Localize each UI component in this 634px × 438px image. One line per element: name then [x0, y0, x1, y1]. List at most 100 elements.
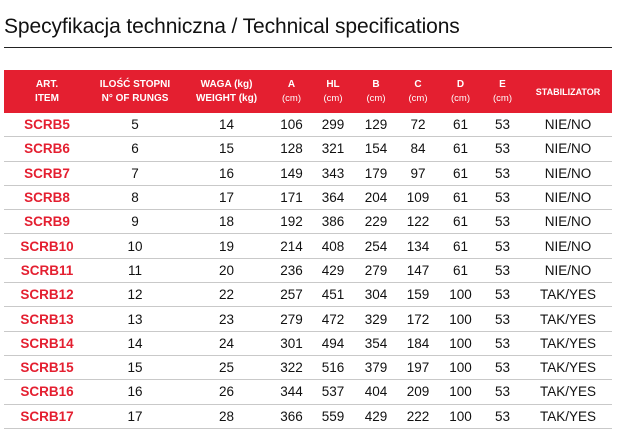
cell-a: 279 — [273, 306, 310, 332]
cell-weight: 18 — [180, 209, 273, 235]
cell-c: 122 — [396, 209, 440, 235]
header-weight-pl: WAGA (kg) — [200, 78, 253, 90]
cell-e: 53 — [481, 113, 524, 138]
cell-weight: 15 — [180, 136, 273, 162]
cell-hl: 559 — [310, 404, 356, 429]
cell-item: SCRB10 — [4, 233, 90, 259]
header-rungs-pl: ILOŚĆ STOPNI — [99, 78, 171, 90]
cell-stab: TAK/YES — [524, 355, 612, 381]
header-c: C (cm) — [396, 70, 440, 113]
cell-b: 154 — [356, 136, 396, 162]
cell-rungs: 15 — [90, 355, 180, 381]
page-title: Specyfikacja techniczna / Technical spec… — [4, 15, 460, 38]
table-row: SCRB6 6 15 128 321 154 84 61 53 NIE/NO — [4, 136, 612, 162]
cell-c: 84 — [396, 136, 440, 162]
cell-rungs: 16 — [90, 379, 180, 405]
header-rungs-en: N° OF RUNGS — [101, 92, 169, 104]
cell-hl: 408 — [310, 233, 356, 259]
cell-b: 129 — [356, 113, 396, 138]
cell-hl: 494 — [310, 331, 356, 356]
cell-e: 53 — [481, 306, 524, 332]
cell-weight: 20 — [180, 258, 273, 284]
header-stabilizer: STABILIZATOR — [524, 70, 612, 113]
cell-stab: NIE/NO — [524, 209, 612, 235]
cell-item: SCRB11 — [4, 258, 90, 284]
cell-a: 257 — [273, 282, 310, 308]
cell-item: SCRB15 — [4, 355, 90, 381]
table-row: SCRB5 5 14 106 299 129 72 61 53 NIE/NO — [4, 113, 612, 138]
cell-stab: TAK/YES — [524, 404, 612, 429]
cell-a: 171 — [273, 185, 310, 211]
header-stabilizer-label: STABILIZATOR — [535, 86, 601, 97]
cell-b: 379 — [356, 355, 396, 381]
header-rungs: ILOŚĆ STOPNI N° OF RUNGS — [90, 70, 180, 113]
table-row: SCRB8 8 17 171 364 204 109 61 53 NIE/NO — [4, 185, 612, 211]
cell-item: SCRB12 — [4, 282, 90, 308]
cell-weight: 28 — [180, 404, 273, 429]
cell-rungs: 8 — [90, 185, 180, 211]
cell-hl: 516 — [310, 355, 356, 381]
table-row: SCRB11 11 20 236 429 279 147 61 53 NIE/NO — [4, 258, 612, 284]
cell-a: 301 — [273, 331, 310, 356]
cell-stab: NIE/NO — [524, 136, 612, 162]
cell-c: 172 — [396, 306, 440, 332]
cell-rungs: 11 — [90, 258, 180, 284]
cell-weight: 17 — [180, 185, 273, 211]
cell-e: 53 — [481, 161, 524, 186]
cell-c: 209 — [396, 379, 440, 405]
cell-hl: 386 — [310, 209, 356, 235]
cell-stab: NIE/NO — [524, 113, 612, 138]
cell-b: 429 — [356, 404, 396, 429]
cell-c: 197 — [396, 355, 440, 381]
cell-c: 147 — [396, 258, 440, 284]
title-divider — [4, 47, 612, 48]
cell-weight: 19 — [180, 233, 273, 259]
cell-rungs: 6 — [90, 136, 180, 162]
cell-item: SCRB6 — [4, 136, 90, 162]
cell-weight: 22 — [180, 282, 273, 308]
cell-e: 53 — [481, 404, 524, 429]
header-hl-unit: (cm) — [323, 92, 343, 104]
table-header-row: ART. ITEM ILOŚĆ STOPNI N° OF RUNGS WAGA … — [4, 70, 612, 113]
cell-stab: NIE/NO — [524, 258, 612, 284]
cell-d: 100 — [440, 404, 481, 429]
cell-e: 53 — [481, 379, 524, 405]
header-b: B (cm) — [356, 70, 396, 113]
header-weight: WAGA (kg) WEIGHT (kg) — [180, 70, 273, 113]
cell-item: SCRB16 — [4, 379, 90, 405]
cell-a: 322 — [273, 355, 310, 381]
cell-c: 109 — [396, 185, 440, 211]
header-c-unit: (cm) — [408, 92, 428, 104]
header-d: D (cm) — [440, 70, 481, 113]
cell-rungs: 10 — [90, 233, 180, 259]
cell-b: 329 — [356, 306, 396, 332]
cell-rungs: 17 — [90, 404, 180, 429]
header-item-en: ITEM — [35, 92, 59, 104]
cell-e: 53 — [481, 331, 524, 356]
cell-rungs: 13 — [90, 306, 180, 332]
cell-b: 354 — [356, 331, 396, 356]
cell-a: 214 — [273, 233, 310, 259]
cell-rungs: 9 — [90, 209, 180, 235]
cell-e: 53 — [481, 355, 524, 381]
cell-e: 53 — [481, 282, 524, 308]
header-a-label: A — [287, 78, 296, 90]
cell-b: 204 — [356, 185, 396, 211]
cell-a: 192 — [273, 209, 310, 235]
cell-hl: 343 — [310, 161, 356, 186]
cell-hl: 321 — [310, 136, 356, 162]
header-b-unit: (cm) — [366, 92, 386, 104]
cell-item: SCRB5 — [4, 113, 90, 138]
cell-rungs: 14 — [90, 331, 180, 356]
cell-weight: 14 — [180, 113, 273, 138]
cell-weight: 26 — [180, 379, 273, 405]
cell-d: 61 — [440, 136, 481, 162]
cell-weight: 23 — [180, 306, 273, 332]
cell-b: 279 — [356, 258, 396, 284]
cell-e: 53 — [481, 185, 524, 211]
cell-item: SCRB8 — [4, 185, 90, 211]
cell-item: SCRB14 — [4, 331, 90, 356]
header-hl: HL (cm) — [310, 70, 356, 113]
table-row: SCRB7 7 16 149 343 179 97 61 53 NIE/NO — [4, 161, 612, 186]
header-d-unit: (cm) — [451, 92, 470, 104]
